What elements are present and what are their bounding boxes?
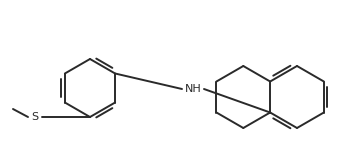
Text: S: S bbox=[31, 112, 38, 122]
Text: NH: NH bbox=[185, 84, 201, 94]
